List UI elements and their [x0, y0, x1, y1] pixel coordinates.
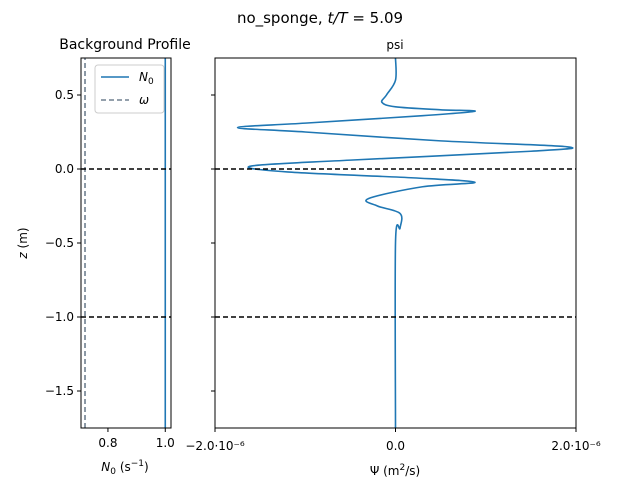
left-ytick-label-1: 0.0	[55, 162, 74, 176]
legend-frame	[94, 64, 165, 114]
right-xticks: −2.0·10⁻⁶ 0.0 2.0·10⁻⁶	[185, 428, 601, 453]
right-yticks	[211, 94, 215, 392]
right-xtick-label-2: 2.0·10⁻⁶	[551, 439, 601, 453]
left-xtick-label-0: 0.8	[98, 436, 117, 450]
left-grid-and-lines	[81, 58, 171, 428]
psi-axes: psi −2.0·10⁻⁶ 0.0 2.0·10⁻⁶ Ψ (m2/s)	[185, 38, 601, 478]
left-xtick-label-1: 1.0	[156, 436, 175, 450]
legend-label-n0: N0	[139, 70, 154, 87]
left-ytick-label-4: −1.5	[45, 384, 74, 398]
psi-title: psi	[386, 38, 403, 52]
psi-profile-line	[236, 57, 574, 429]
right-xlabel: Ψ (m2/s)	[370, 463, 420, 478]
legend-label-omega: ω	[139, 93, 149, 107]
right-xtick-label-0: −2.0·10⁻⁶	[185, 439, 245, 453]
left-ytick-label-2: −0.5	[45, 236, 74, 250]
left-xticks: 0.8 1.0	[98, 428, 175, 450]
background-profile-axes: Background Profile 0.8 1.0 0.5 0.0 −0.5 −1.0…	[16, 37, 191, 477]
right-grid-and-lines	[215, 57, 576, 429]
figure-suptitle: no_sponge, t/T = 5.09	[237, 9, 403, 28]
left-ytick-label-3: −1.0	[45, 310, 74, 324]
left-yticks: 0.5 0.0 −0.5 −1.0 −1.5	[45, 88, 81, 398]
left-ylabel: z (m)	[16, 227, 30, 259]
legend: N0 ω	[94, 64, 165, 114]
background-profile-title: Background Profile	[59, 37, 191, 53]
left-xlabel: N0 (s−1)	[101, 459, 148, 477]
right-xtick-label-1: 0.0	[386, 439, 405, 453]
left-ytick-label-0: 0.5	[55, 88, 74, 102]
